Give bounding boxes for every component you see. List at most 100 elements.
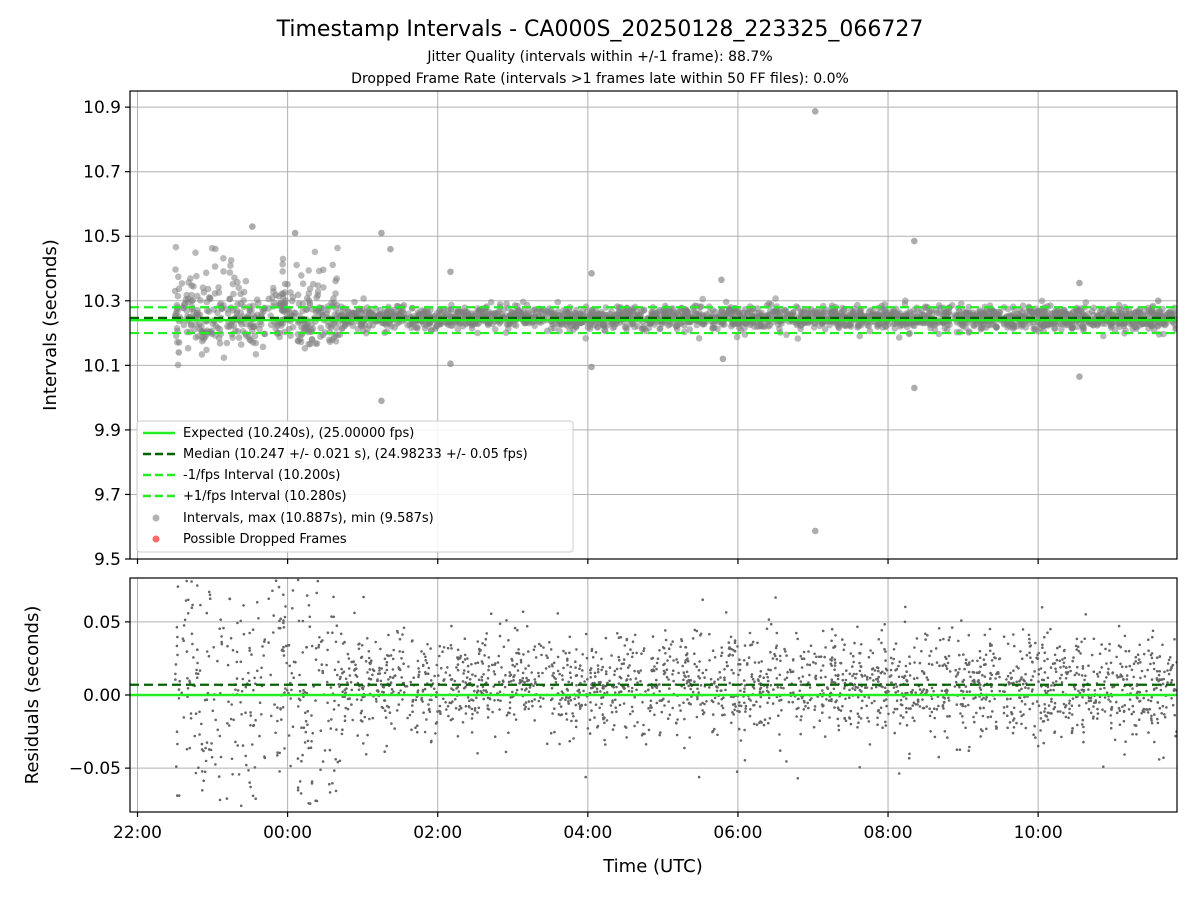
residual-point [943, 730, 947, 733]
residual-point [1153, 740, 1156, 744]
residual-point [1119, 662, 1122, 666]
residual-point [1115, 655, 1118, 659]
residual-point [194, 771, 198, 775]
interval-point [180, 321, 188, 329]
residual-point [911, 704, 914, 707]
residual-point [1122, 710, 1126, 713]
residual-point [738, 701, 741, 704]
residual-point [175, 625, 179, 629]
residual-point [960, 619, 963, 622]
residual-point [942, 707, 945, 710]
residual-point [765, 686, 769, 689]
residual-point [762, 676, 765, 679]
residual-point [480, 678, 484, 682]
residual-point [1074, 644, 1078, 648]
residual-point [1037, 680, 1040, 683]
residual-point [1039, 729, 1042, 732]
residual-point [285, 689, 289, 692]
residual-point [962, 678, 966, 682]
residual-point [745, 663, 749, 666]
residual-point [399, 689, 402, 692]
residual-point [963, 667, 966, 671]
residual-point [1076, 665, 1079, 669]
intervals-y-ticks: 10.910.710.510.310.19.99.79.5 [83, 98, 130, 570]
interval-point [846, 322, 854, 329]
residual-point [841, 704, 844, 708]
residual-point [421, 690, 425, 693]
residual-point [504, 750, 508, 754]
residual-point [695, 629, 699, 633]
residual-point [326, 701, 329, 705]
residual-point [481, 685, 485, 689]
residual-point [444, 701, 448, 704]
residual-point [434, 732, 437, 735]
residual-point [1041, 646, 1044, 649]
legend: Expected (10.240s), (25.00000 fps) Media… [136, 420, 574, 553]
residual-point [302, 688, 305, 692]
interval-point [776, 325, 783, 333]
interval-outlier-point [378, 397, 385, 405]
residual-point [693, 652, 696, 655]
residual-point [217, 775, 221, 778]
residual-point [807, 650, 810, 653]
residual-point [958, 653, 961, 657]
residual-point [539, 644, 543, 648]
residual-point [1020, 699, 1024, 703]
residual-point [851, 674, 854, 678]
residual-point [444, 671, 448, 674]
residual-point [467, 670, 470, 674]
residual-point [750, 673, 754, 676]
residual-point [1089, 696, 1093, 700]
residual-point [1115, 711, 1119, 715]
residual-point [961, 721, 965, 724]
interval-point [332, 290, 339, 297]
residual-point [924, 632, 927, 636]
residual-point [723, 713, 726, 716]
residual-point [429, 679, 433, 682]
residual-point [318, 636, 321, 639]
residual-point [271, 589, 274, 593]
residual-point [474, 662, 477, 665]
residual-point [509, 696, 512, 699]
residual-point [252, 724, 255, 727]
residual-point [1031, 660, 1034, 664]
residual-point [753, 680, 756, 683]
residual-point [742, 679, 746, 682]
residual-point [701, 709, 704, 712]
residual-point [283, 615, 287, 619]
residual-point [461, 680, 465, 683]
interval-point [328, 322, 335, 329]
residual-point [491, 710, 494, 714]
residual-point [298, 780, 302, 783]
residual-point [226, 663, 230, 667]
interval-point [227, 262, 234, 269]
residual-point [769, 683, 773, 687]
interval-outlier-point [811, 527, 819, 535]
residual-point [778, 673, 782, 677]
residual-point [1056, 646, 1059, 650]
interval-point [174, 361, 182, 369]
residual-point [416, 724, 419, 727]
residual-point [732, 713, 735, 716]
residual-point [596, 664, 600, 667]
interval-point [197, 297, 204, 304]
residual-point [1039, 667, 1043, 670]
residual-point [665, 668, 669, 671]
residual-point [1115, 674, 1119, 677]
residual-point [196, 648, 199, 651]
residual-point [279, 707, 282, 710]
residual-point [435, 691, 438, 694]
residual-point [1043, 671, 1047, 674]
interval-point [874, 320, 882, 328]
residual-point [253, 766, 257, 769]
residual-point [503, 685, 507, 689]
residual-point [1009, 671, 1012, 675]
interval-point [695, 335, 703, 342]
residual-point [380, 667, 384, 670]
interval-point [231, 274, 238, 282]
residual-point [319, 768, 322, 772]
residual-point [230, 757, 234, 761]
residual-point [1069, 669, 1072, 673]
residual-point [387, 633, 390, 637]
residual-point [282, 621, 285, 625]
